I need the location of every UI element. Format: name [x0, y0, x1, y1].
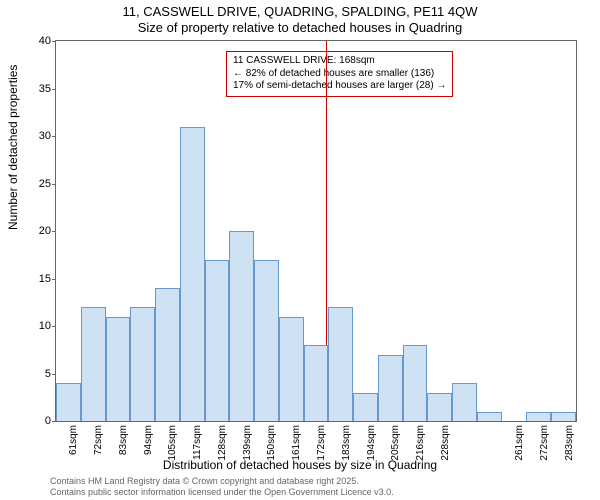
x-tick-label: 261sqm: [514, 425, 525, 461]
title-line-1: 11, CASSWELL DRIVE, QUADRING, SPALDING, …: [0, 4, 600, 19]
x-tick-label: 194sqm: [366, 425, 377, 461]
x-tick-label: 183sqm: [341, 425, 352, 461]
y-tick-mark: [52, 279, 56, 280]
y-tick-label: 15: [21, 273, 56, 285]
credits: Contains HM Land Registry data © Crown c…: [50, 476, 394, 498]
x-tick-label: 228sqm: [440, 425, 451, 461]
histogram-bar: [155, 288, 180, 421]
histogram-bar: [378, 355, 403, 422]
x-tick-label: 283sqm: [564, 425, 575, 461]
histogram-bar: [106, 317, 131, 422]
x-tick-label: 150sqm: [266, 425, 277, 461]
histogram-bar: [526, 412, 551, 422]
histogram-bar: [551, 412, 576, 422]
x-tick-label: 272sqm: [539, 425, 550, 461]
plot-area: 11 CASSWELL DRIVE: 168sqm ← 82% of detac…: [55, 40, 577, 422]
y-tick-mark: [52, 184, 56, 185]
callout-line-1: 11 CASSWELL DRIVE: 168sqm: [233, 55, 446, 68]
y-tick-mark: [52, 136, 56, 137]
callout-line-2: ← 82% of detached houses are smaller (13…: [233, 68, 446, 81]
histogram-bar: [304, 345, 329, 421]
y-tick-label: 20: [21, 225, 56, 237]
title-line-2: Size of property relative to detached ho…: [0, 20, 600, 35]
callout-box: 11 CASSWELL DRIVE: 168sqm ← 82% of detac…: [226, 51, 453, 97]
y-tick-label: 10: [21, 320, 56, 332]
x-tick-label: 139sqm: [242, 425, 253, 461]
x-tick-label: 105sqm: [167, 425, 178, 461]
histogram-bar: [229, 231, 254, 421]
y-tick-mark: [52, 421, 56, 422]
histogram-bar: [403, 345, 428, 421]
x-tick-label: 94sqm: [143, 425, 154, 455]
histogram-bar: [279, 317, 304, 422]
histogram-bar: [81, 307, 106, 421]
y-axis-label: Number of detached properties: [6, 65, 20, 230]
x-axis-label: Distribution of detached houses by size …: [0, 458, 600, 472]
histogram-bar: [56, 383, 81, 421]
histogram-bar: [477, 412, 502, 422]
x-tick-label: 216sqm: [415, 425, 426, 461]
y-tick-mark: [52, 374, 56, 375]
y-tick-label: 35: [21, 83, 56, 95]
y-tick-mark: [52, 231, 56, 232]
histogram-bar: [254, 260, 279, 422]
histogram-bar: [427, 393, 452, 422]
y-tick-label: 5: [21, 368, 56, 380]
x-tick-label: 172sqm: [316, 425, 327, 461]
y-tick-mark: [52, 326, 56, 327]
callout-line-3: 17% of semi-detached houses are larger (…: [233, 80, 446, 93]
x-tick-label: 128sqm: [217, 425, 228, 461]
y-tick-label: 40: [21, 35, 56, 47]
histogram-bar: [205, 260, 230, 422]
histogram-bar: [328, 307, 353, 421]
y-tick-mark: [52, 41, 56, 42]
x-tick-label: 83sqm: [118, 425, 129, 455]
y-tick-label: 0: [21, 415, 56, 427]
x-tick-label: 61sqm: [68, 425, 79, 455]
x-tick-label: 205sqm: [390, 425, 401, 461]
histogram-bar: [180, 127, 205, 422]
histogram-bar: [452, 383, 477, 421]
histogram-bar: [353, 393, 378, 422]
credits-line-2: Contains public sector information licen…: [50, 487, 394, 498]
credits-line-1: Contains HM Land Registry data © Crown c…: [50, 476, 394, 487]
y-tick-label: 30: [21, 130, 56, 142]
histogram-bar: [130, 307, 155, 421]
x-tick-label: 117sqm: [192, 425, 203, 460]
y-tick-label: 25: [21, 178, 56, 190]
y-tick-mark: [52, 89, 56, 90]
chart-container: 11, CASSWELL DRIVE, QUADRING, SPALDING, …: [0, 0, 600, 500]
x-tick-label: 72sqm: [93, 425, 104, 455]
x-tick-label: 161sqm: [291, 425, 302, 461]
